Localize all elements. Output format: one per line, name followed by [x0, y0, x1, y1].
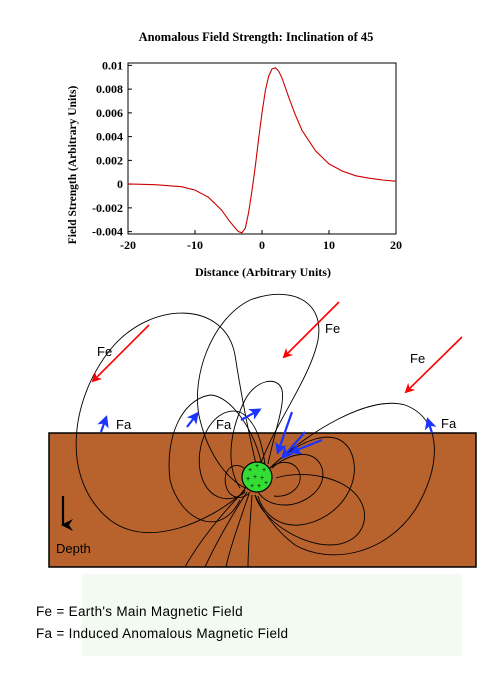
- y-axis-label: Field Strength (Arbitrary Units): [67, 86, 79, 245]
- fa-arrow-mid: [240, 408, 262, 421]
- buried-magnetic-body: ++++ + +++ +: [241, 461, 273, 493]
- anomaly-field-arrows: [97, 408, 437, 460]
- magnetic-anomaly-diagram: ++++ + +++ + Fe Fe Fe Fa Fa Fa Depth: [48, 293, 477, 568]
- charge-symbol: +: [262, 467, 266, 474]
- fa-label-mid: Fa: [216, 417, 232, 432]
- field-strength-chart: Anomalous Field Strength: Inclination of…: [67, 30, 402, 279]
- y-tick-label: 0.002: [96, 153, 123, 167]
- y-tick-label: 0.006: [96, 106, 123, 120]
- fa-arrow-right: [424, 417, 437, 434]
- fa-label-right: Fa: [441, 416, 457, 431]
- field-line-mid-3: [230, 380, 283, 489]
- series-line: [127, 67, 397, 234]
- fa-arrow-in-1: [275, 411, 294, 455]
- fe-label-center: Fe: [325, 321, 340, 336]
- fe-arrow-left: [91, 324, 150, 383]
- y-tick-label: 0.01: [102, 58, 123, 72]
- charge-symbol: +: [264, 480, 268, 487]
- field-line-right-large: [254, 402, 435, 556]
- depth-label: Depth: [56, 541, 91, 556]
- legend-panel: Fe = Earth's Main Magnetic Field Fa = In…: [36, 574, 462, 656]
- y-tick-label: -0.002: [92, 201, 123, 215]
- y-tick-label: 0.008: [96, 82, 123, 96]
- field-line-down-3: [225, 493, 250, 568]
- field-line-down-1: [184, 489, 246, 568]
- field-line-down-2: [204, 491, 248, 568]
- fe-label-right: Fe: [410, 351, 425, 366]
- charge-symbol: +: [255, 463, 259, 470]
- field-line-down-5: [254, 474, 365, 546]
- x-tick-label: 20: [390, 238, 402, 252]
- field-line-outer-top: [197, 293, 320, 489]
- fa-arrow-left: [97, 415, 109, 433]
- field-line-right-2: [257, 454, 324, 506]
- field-line-mid-1: [168, 394, 263, 523]
- x-tick-label: -10: [187, 238, 203, 252]
- charge-symbol: +: [260, 475, 264, 482]
- induced-charges: ++++ + +++ +: [246, 463, 268, 490]
- field-lines: [75, 293, 435, 568]
- charge-symbol: +: [250, 483, 254, 490]
- field-line-inner-2: [224, 465, 251, 498]
- charge-symbol: +: [248, 467, 252, 474]
- y-tick-label: 0.004: [96, 130, 123, 144]
- x-tick-label: 10: [323, 238, 335, 252]
- field-line-outer-left: [75, 312, 259, 533]
- fe-arrow-center: [282, 301, 340, 359]
- x-tick-label: 0: [259, 238, 265, 252]
- charge-symbol: +: [253, 474, 257, 481]
- y-axis-ticks: 0.01 0.008 0.006 0.004 0.002 0 -0.002 -0.004: [92, 58, 132, 239]
- fe-arrow-right: [404, 336, 463, 394]
- field-line-mid-2: [198, 410, 266, 500]
- field-line-down-4: [247, 494, 253, 568]
- earth-field-arrows: [91, 301, 463, 394]
- y-tick-label: -0.004: [92, 225, 123, 239]
- fa-arrow-in-3: [289, 438, 323, 455]
- fa-arrow-midleft: [186, 411, 199, 428]
- field-line-right-1: [257, 436, 355, 526]
- charge-symbol: +: [246, 476, 250, 483]
- legend-fe: Fe = Earth's Main Magnetic Field: [36, 604, 243, 619]
- x-axis-label: Distance (Arbitrary Units): [195, 265, 331, 279]
- charge-symbol: +: [257, 483, 261, 490]
- plot-frame: [127, 62, 397, 235]
- fe-label-left: Fe: [97, 344, 112, 359]
- y-tick-label: 0: [117, 177, 123, 191]
- x-tick-label: -20: [120, 238, 136, 252]
- chart-title: Anomalous Field Strength: Inclination of…: [139, 30, 374, 44]
- fa-label-left: Fa: [116, 417, 132, 432]
- legend-fa: Fa = Induced Anomalous Magnetic Field: [36, 626, 289, 641]
- x-axis-ticks: -20 -10 0 10 20: [120, 230, 402, 252]
- earth-cross-section: [48, 432, 477, 568]
- field-line-inner-1: [269, 461, 301, 497]
